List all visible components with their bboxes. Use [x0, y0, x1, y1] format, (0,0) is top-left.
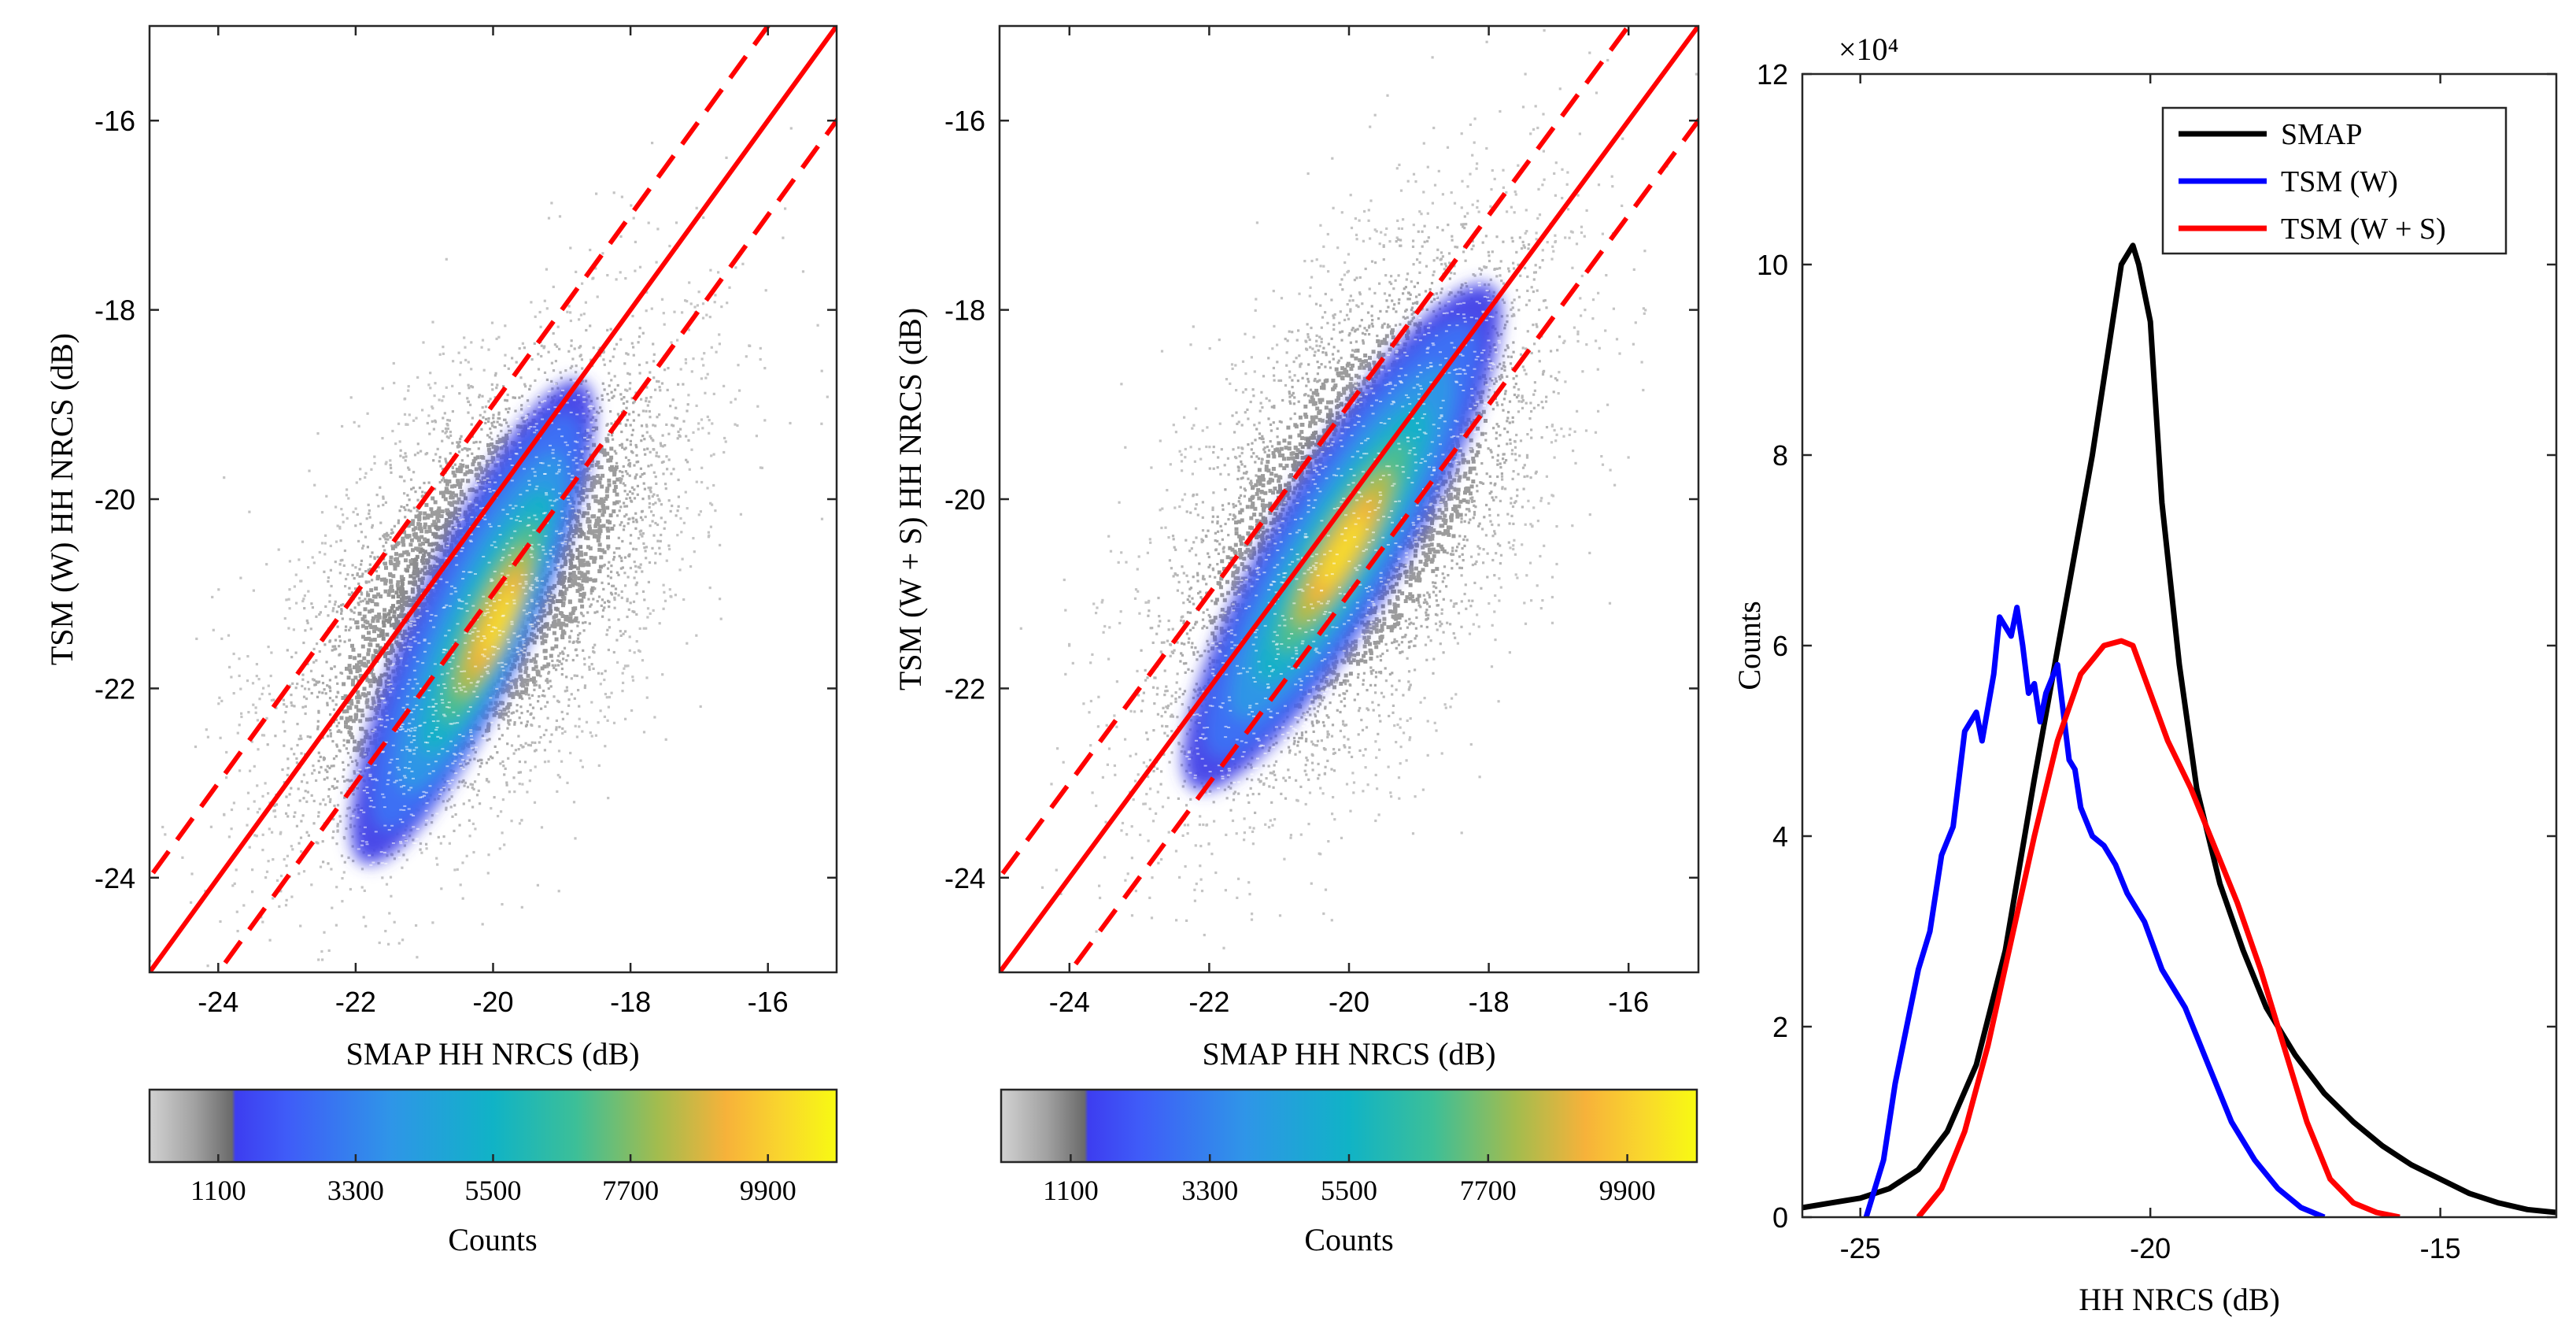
y-tick-label: 2: [1772, 1011, 1788, 1043]
x-tick-label: -20: [2130, 1232, 2171, 1264]
reference-lines-middle: [1000, 26, 1698, 972]
x-tick-label: -24: [198, 986, 238, 1018]
x-axis-label-left: SMAP HH NRCS (dB): [346, 1036, 639, 1072]
series-line-1: [1863, 605, 2326, 1217]
colorbar-ticks-middle: 1100 3300 5500 7700 9900: [1043, 1154, 1656, 1206]
reference-line-dashed-2: [215, 117, 837, 972]
y-tick-label: -24: [944, 862, 985, 894]
reference-line-solid-0: [1000, 26, 1698, 972]
y-tick-label: 12: [1757, 58, 1788, 91]
y-tick-label: -18: [944, 294, 985, 327]
y-tick-label: -22: [94, 672, 135, 705]
series-line-2: [1916, 638, 2400, 1217]
y-tick-label: 10: [1757, 249, 1788, 281]
x-tick-label: -18: [1469, 986, 1510, 1018]
reference-line-solid-0: [150, 26, 837, 972]
x-tick-label: -16: [1608, 986, 1649, 1018]
colorbar-ticks-left: 1100 3300 5500 7700 9900: [190, 1154, 796, 1206]
reference-line-dashed-2: [1066, 117, 1698, 972]
colorbar-tick-label: 5500: [465, 1175, 522, 1206]
reference-line-dashed-1: [1000, 26, 1632, 882]
colorbar-tick-label: 7700: [1460, 1175, 1517, 1206]
colorbar-label-left: Counts: [448, 1222, 537, 1257]
colorbar-tick-label: 1100: [190, 1175, 246, 1206]
x-axis-label-right: HH NRCS (dB): [2079, 1282, 2280, 1317]
x-tick-label: -24: [1049, 986, 1090, 1018]
y-tick-label: -24: [94, 862, 135, 894]
density-core-middle: [1182, 280, 1502, 795]
colorbar-tick-label: 5500: [1321, 1175, 1377, 1206]
colorbar-middle: 1100 3300 5500 7700 9900 Counts: [1000, 1088, 1698, 1257]
colorbar-tick-label: 9900: [1599, 1175, 1656, 1206]
x-tick-label: -18: [610, 986, 651, 1018]
legend: SMAP TSM (W) TSM (W + S): [2161, 106, 2508, 255]
y-multiplier-label: ×10⁴: [1839, 31, 1899, 67]
axis-ticks-right: -25 -20 -15 0 2 4 6 8 10 12: [1757, 58, 2556, 1264]
legend-label-1: TSM (W): [2281, 165, 2398, 198]
histogram-panel: -25 -20 -15 0 2 4 6 8 10 12 ×10⁴ HH NRCS (dB) Cou…: [1732, 31, 2558, 1317]
x-tick-label: -15: [2420, 1232, 2461, 1264]
y-tick-label: -22: [944, 672, 985, 705]
scatter-panel-left: -24 -22 -20 -18 -16 -24 -22 -20 -18 -16 SMAP HH N…: [44, 24, 838, 1257]
colorbar-tick-label: 3300: [1181, 1175, 1238, 1206]
colorbar-left: 1100 3300 5500 7700 9900 Counts: [148, 1088, 838, 1257]
series-line-0: [1802, 242, 2556, 1216]
y-axis-label-left: TSM (W) HH NRCS (dB): [44, 333, 79, 665]
x-tick-label: -25: [1840, 1232, 1881, 1264]
legend-entries: SMAP TSM (W) TSM (W + S): [2179, 118, 2446, 246]
x-tick-label: -20: [1329, 986, 1369, 1018]
y-tick-label: -18: [94, 294, 135, 327]
y-axis-label-middle: TSM (W + S) HH NRCS (dB): [893, 308, 928, 690]
histogram-lines: [1802, 242, 2556, 1217]
colorbar-tick-label: 7700: [602, 1175, 659, 1206]
axis-ticks-left: -24 -22 -20 -18 -16 -24 -22 -20 -18 -16: [94, 26, 837, 1018]
x-tick-label: -22: [335, 986, 376, 1018]
x-tick-label: -20: [472, 986, 513, 1018]
legend-label-0: SMAP: [2281, 118, 2363, 151]
y-tick-label: 8: [1772, 439, 1788, 472]
colorbar-tick-label: 9900: [740, 1175, 796, 1206]
x-tick-label: -22: [1188, 986, 1229, 1018]
y-tick-label: -16: [94, 105, 135, 137]
y-tick-label: 6: [1772, 630, 1788, 662]
scatter-panel-middle: -24 -22 -20 -18 -16 -24 -22 -20 -18 -16 SMAP HH N…: [893, 24, 1700, 1257]
colorbar-tick-label: 3300: [327, 1175, 384, 1206]
x-axis-label-middle: SMAP HH NRCS (dB): [1202, 1036, 1495, 1072]
x-tick-label: -16: [748, 986, 789, 1018]
y-tick-label: -16: [944, 105, 985, 137]
y-tick-label: -20: [944, 483, 985, 516]
colorbar-tick-label: 1100: [1043, 1175, 1099, 1206]
y-tick-label: -20: [94, 483, 135, 516]
y-axis-label-right: Counts: [1732, 601, 1767, 690]
density-scatter-middle: [1000, 26, 1698, 972]
y-tick-label: 4: [1772, 820, 1788, 853]
y-tick-label: 0: [1772, 1201, 1788, 1234]
axis-ticks-middle: -24 -22 -20 -18 -16 -24 -22 -20 -18 -16: [944, 26, 1698, 1018]
colorbar-label-middle: Counts: [1304, 1222, 1393, 1257]
legend-label-2: TSM (W + S): [2281, 213, 2446, 246]
